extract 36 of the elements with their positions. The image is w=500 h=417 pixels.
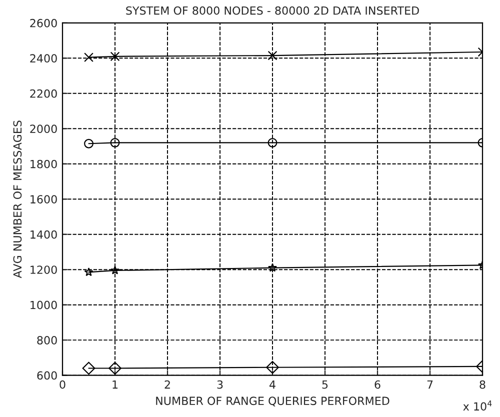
y-tick-label: 1600 — [30, 195, 57, 204]
x-tick-label: 0 — [60, 380, 66, 389]
y-tick-label: 2400 — [30, 54, 57, 63]
point — [84, 52, 94, 62]
y-tick-label: 1800 — [30, 160, 57, 168]
point — [108, 362, 122, 375]
point — [110, 138, 120, 148]
point — [84, 268, 94, 276]
point — [266, 360, 279, 374]
y-tick-label: 800 — [37, 336, 57, 344]
x-tick-label: 3 — [217, 380, 223, 389]
x-tick-label: 8 — [480, 380, 486, 389]
point — [268, 50, 278, 60]
y-tick-label: 2200 — [30, 89, 57, 98]
point — [110, 52, 120, 62]
x-axis-title: NUMBER OF RANGE QUERIES PERFORMED — [156, 396, 390, 406]
y-tick-label: 600 — [37, 371, 57, 380]
y-tick-label: 1200 — [30, 266, 57, 274]
x-tick-label: 4 — [270, 380, 276, 389]
y-tick-label: 2600 — [30, 18, 57, 28]
y-tick-label: 2000 — [30, 124, 57, 134]
x-tick-label: 5 — [322, 380, 328, 389]
x-tick-label: 1 — [112, 380, 118, 389]
y-tick-label: 1400 — [30, 230, 57, 239]
text: x 10$^{4}$ — [463, 400, 492, 411]
x-tick-label: 6 — [374, 380, 380, 389]
y-axis-title: AVG NUMBER OF MESSAGES — [13, 120, 22, 278]
x-tick-label: 2 — [164, 380, 170, 389]
point — [268, 263, 278, 272]
point — [110, 266, 120, 274]
y-tick-label: 1000 — [30, 300, 57, 310]
point — [268, 138, 278, 148]
chart-title: SYSTEM OF 8000 NODES - 80000 2D DATA INSERTED — [126, 6, 419, 15]
point — [84, 138, 94, 148]
x-tick-label: 7 — [427, 380, 433, 389]
point — [82, 362, 96, 375]
